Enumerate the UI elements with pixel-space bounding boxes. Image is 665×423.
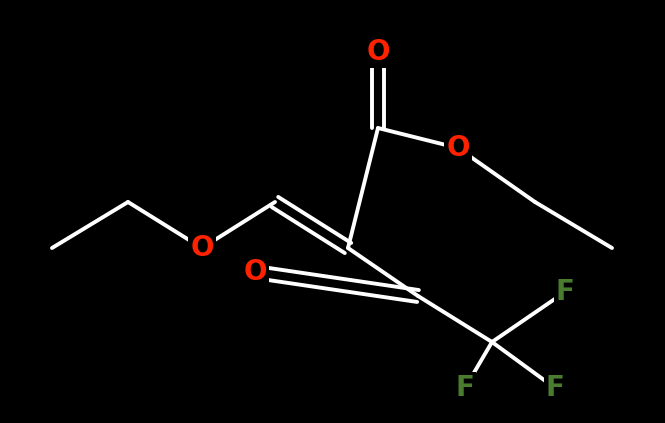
Text: F: F [545, 374, 565, 402]
Text: O: O [190, 234, 213, 262]
Text: O: O [446, 134, 469, 162]
Text: O: O [243, 258, 267, 286]
Text: F: F [555, 278, 575, 306]
Text: O: O [366, 38, 390, 66]
Text: F: F [456, 374, 474, 402]
